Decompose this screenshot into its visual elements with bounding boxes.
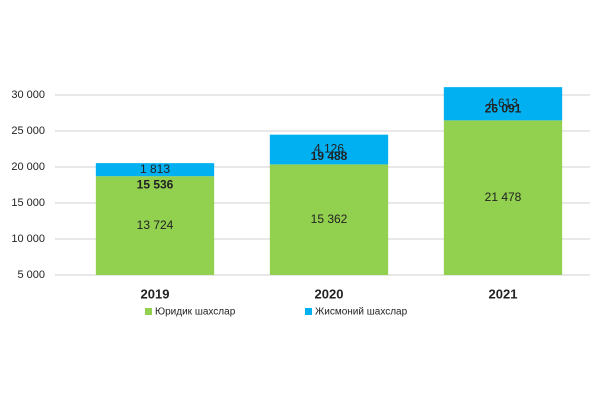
- value-label: 4 613: [488, 96, 518, 110]
- y-tick-label: 5 000: [17, 269, 45, 281]
- x-tick-label: 2021: [489, 286, 518, 301]
- value-label: 13 724: [137, 218, 174, 232]
- x-tick-label: 2020: [315, 286, 344, 301]
- y-tick-label: 15 000: [11, 197, 45, 209]
- bar-segment: [443, 120, 563, 275]
- legend-swatch: [145, 308, 152, 315]
- x-tick-label: 2019: [141, 286, 170, 301]
- value-label: 15 362: [311, 212, 348, 226]
- value-label: 1 813: [140, 162, 170, 176]
- total-label: 15 536: [137, 177, 174, 191]
- y-tick-label: 30 000: [11, 89, 45, 101]
- y-tick-label: 10 000: [11, 233, 45, 245]
- bar-segment: [443, 87, 563, 121]
- total-label: 19 488: [311, 149, 348, 163]
- legend-label: Жисмоний шахслар: [315, 307, 408, 318]
- bar-segment: [269, 164, 389, 275]
- y-tick-label: 25 000: [11, 125, 45, 137]
- y-tick-label: 20 000: [11, 161, 45, 173]
- legend-label: Юридик шахслар: [155, 307, 236, 318]
- bar-segment: [95, 163, 215, 177]
- total-label: 26 091: [485, 101, 522, 115]
- value-label: 4 126: [314, 142, 344, 156]
- bar-segment: [95, 176, 215, 275]
- legend-swatch: [305, 308, 312, 315]
- value-label: 21 478: [485, 190, 522, 204]
- bar-segment: [269, 134, 389, 165]
